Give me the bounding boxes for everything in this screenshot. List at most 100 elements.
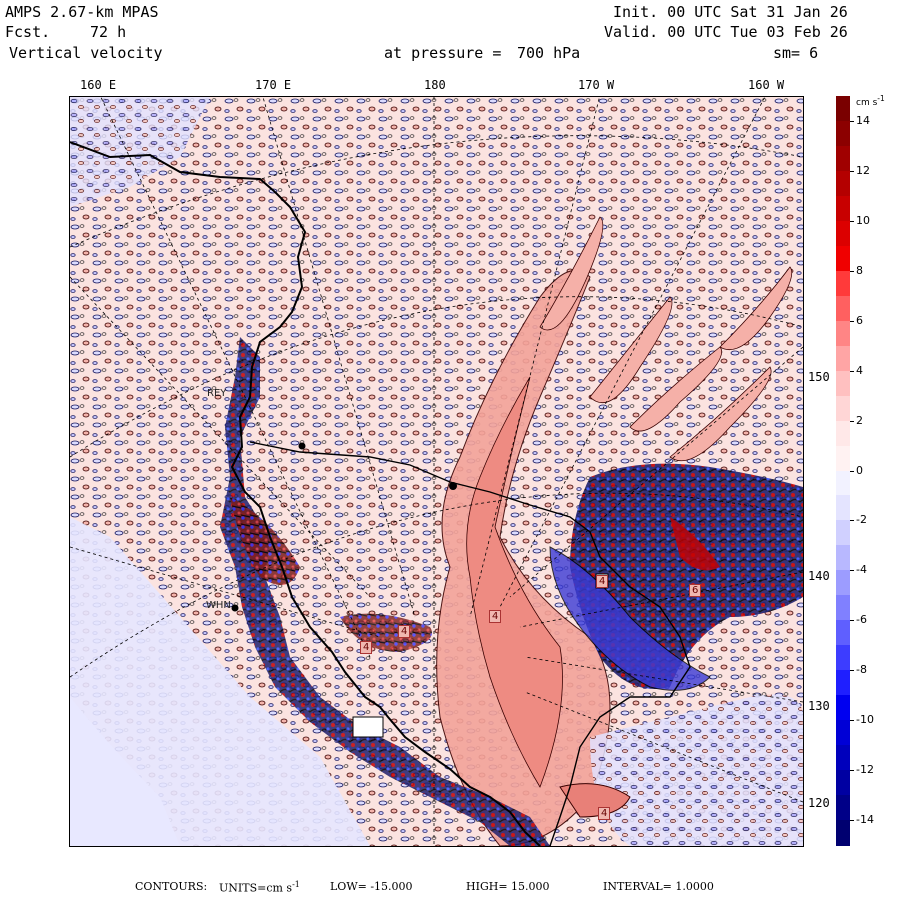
colorbar-label: 8: [856, 263, 863, 277]
smoothing: sm= 6: [773, 44, 819, 62]
lon-label-140w: 140 W: [808, 569, 845, 583]
colorbar-segment: [836, 345, 850, 372]
footer-units: UNITS=cm s-1: [219, 880, 300, 895]
colorbar-segment: [836, 270, 850, 297]
colorbar-segment: [836, 670, 850, 697]
lon-label-170w: 170 W: [578, 78, 615, 92]
southeast-field: [590, 694, 803, 846]
colorbar-segment: [836, 795, 850, 822]
red-patch-south: [559, 783, 631, 818]
blue-region-southwest: [70, 517, 370, 846]
southwest-land: [70, 697, 180, 846]
colorbar-segment: [836, 520, 850, 547]
colorbar-segment: [836, 495, 850, 522]
grounding-line: [249, 441, 691, 846]
transantarctic-mountains-band: [220, 337, 550, 846]
colorbar-tick: [850, 470, 854, 472]
colorbar-label: 0: [856, 463, 863, 477]
extremum-label: 6: [689, 584, 702, 597]
colorbar-segment: [836, 470, 850, 497]
colorbar-segment: [836, 295, 850, 322]
footer-high: HIGH= 15.000: [466, 880, 550, 893]
blue-downslope-band: [549, 546, 711, 691]
colorbar-tick: [850, 570, 854, 572]
colorbar-segment: [836, 570, 850, 597]
lon-label-180: 180: [424, 78, 446, 92]
meridians: [70, 97, 803, 846]
colorbar-segment: [836, 96, 850, 122]
colorbar-segment: [836, 695, 850, 722]
colorbar-segment: [836, 395, 850, 422]
footer-interval: INTERVAL= 1.0000: [603, 880, 714, 893]
colorbar-segment: [836, 195, 850, 222]
colorbar-label: 4: [856, 363, 863, 377]
map-canvas: [70, 97, 803, 846]
colorbar-tick: [850, 770, 854, 772]
station-dot: [449, 482, 457, 490]
colorbar-segment: [836, 595, 850, 622]
station-dot: [231, 604, 239, 612]
colorbar-label: -10: [856, 713, 874, 727]
red-upslope-patch: [670, 517, 720, 571]
colorbar-tick: [850, 170, 854, 172]
extremum-label: 4: [398, 625, 411, 638]
red-cluster-central: [340, 613, 432, 652]
station-dot: [298, 442, 306, 450]
lon-label-120w: 120 W: [808, 796, 845, 810]
extremum-label: 4: [598, 807, 611, 820]
colorbar-segment: [836, 545, 850, 572]
colorbar-label: 12: [856, 163, 870, 177]
level-label: at pressure =: [384, 44, 502, 62]
colorbar-segment: [836, 320, 850, 347]
coastline: [70, 141, 541, 846]
colorbar-tick: [850, 220, 854, 222]
colorbar-tick: [850, 320, 854, 322]
lon-label-160w: 160 W: [748, 78, 785, 92]
colorbar-label: 2: [856, 413, 863, 427]
colorbar: [836, 96, 850, 846]
colorbar-label: 10: [856, 213, 870, 227]
red-plume-core: [466, 376, 563, 788]
colorbar-segment: [836, 120, 850, 147]
valid-time: Valid. 00 UTC Tue 03 Feb 26: [604, 23, 848, 41]
station-label-rey: REY: [207, 388, 227, 399]
colorbar-label: -14: [856, 813, 874, 827]
colorbar-segment: [836, 370, 850, 397]
lon-label-160e: 160 E: [80, 78, 117, 92]
colorbar-segment: [836, 420, 850, 447]
station-label-whn: WHN: [206, 600, 231, 611]
init-time: Init. 00 UTC Sat 31 Jan 26: [613, 3, 848, 21]
colorbar-segment: [836, 170, 850, 197]
red-streaks: [539, 216, 793, 462]
latitude-circles: [70, 135, 803, 678]
blue-region-northwest: [70, 97, 210, 207]
footer-contours: CONTOURS:: [135, 880, 208, 893]
vertical-velocity-map: [69, 96, 804, 847]
colorbar-segment: [836, 720, 850, 747]
colorbar-tick: [850, 720, 854, 722]
colorbar-segment: [836, 445, 850, 472]
colorbar-segment: [836, 645, 850, 672]
forecast-hour: 72 h: [90, 23, 127, 41]
colorbar-unit: cm s-1: [856, 94, 885, 108]
colorbar-tick: [850, 620, 854, 622]
colorbar-tick: [850, 820, 854, 822]
colorbar-segment: [836, 620, 850, 647]
colorbar-segment: [836, 745, 850, 772]
colorbar-segment: [836, 145, 850, 172]
model-title: AMPS 2.67-km MPAS: [5, 3, 159, 21]
colorbar-tick: [850, 270, 854, 272]
colorbar-tick: [850, 420, 854, 422]
footer-low: LOW= -15.000: [330, 880, 413, 893]
station-plot-box: [352, 716, 384, 738]
colorbar-tick: [850, 120, 854, 122]
extremum-label: 4: [596, 575, 609, 588]
field-name: Vertical velocity: [9, 44, 163, 62]
colorbar-tick: [850, 370, 854, 372]
colorbar-label: 6: [856, 313, 863, 327]
colorbar-label: -8: [856, 663, 867, 677]
lon-label-130w: 130 W: [808, 699, 845, 713]
colorbar-label: -6: [856, 613, 867, 627]
colorbar-label: -2: [856, 513, 867, 527]
colorbar-segment: [836, 770, 850, 797]
